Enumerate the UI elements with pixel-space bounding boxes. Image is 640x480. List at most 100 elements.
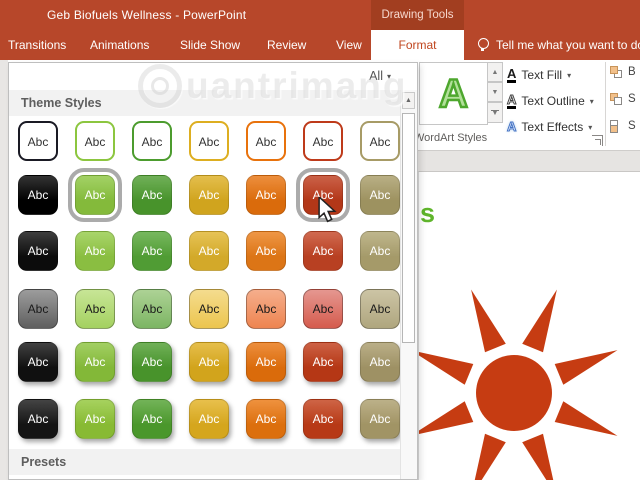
theme-style-swatch[interactable]: Abc	[189, 342, 229, 382]
text-fill-button[interactable]: A Text Fill ▾	[507, 63, 571, 87]
wordart-styles-group-label: WordArt Styles	[414, 132, 488, 144]
gallery-scroll-down-button[interactable]: ▼	[487, 82, 503, 102]
theme-style-swatch[interactable]: Abc	[18, 231, 58, 271]
left-edge	[0, 60, 8, 480]
text-outline-label: Text Outline	[521, 94, 585, 108]
theme-style-swatch[interactable]: Abc	[303, 121, 343, 161]
theme-style-swatch[interactable]: Abc	[246, 342, 286, 382]
selection-pane-button[interactable]: S	[610, 118, 636, 134]
text-fill-icon: A	[507, 65, 517, 83]
theme-style-swatch[interactable]: Abc	[132, 342, 172, 382]
theme-style-swatch[interactable]: Abc	[132, 231, 172, 271]
theme-style-swatch[interactable]: Abc	[360, 289, 400, 329]
theme-style-swatch[interactable]: Abc	[132, 289, 172, 329]
dialog-launcher-icon[interactable]	[592, 135, 603, 146]
text-effects-icon: A	[506, 119, 517, 134]
window-title: Geb Biofuels Wellness - PowerPoint	[47, 8, 247, 22]
more-bar	[491, 109, 499, 111]
theme-style-swatch[interactable]: Abc	[189, 231, 229, 271]
theme-style-swatch[interactable]: Abc	[246, 175, 286, 215]
bring-forward-button[interactable]: B	[610, 64, 636, 80]
theme-style-swatch[interactable]: Abc	[360, 231, 400, 271]
theme-style-swatch[interactable]: Abc	[18, 399, 58, 439]
text-effects-button[interactable]: A Text Effects ▾	[506, 115, 593, 139]
text-effects-label: Text Effects	[521, 120, 584, 134]
chevron-down-icon: ▾	[567, 70, 572, 80]
theme-style-swatch[interactable]: Abc	[18, 289, 58, 329]
text-outline-icon: A	[506, 91, 517, 109]
chevron-down-icon: ▾	[588, 122, 593, 132]
gallery-more-button[interactable]: ▼	[487, 102, 503, 123]
presets-section-header: Presets	[9, 449, 417, 475]
tab-format-active[interactable]: Format	[371, 30, 464, 60]
sun-shape[interactable]	[418, 278, 629, 480]
tell-me-box[interactable]: Tell me what you want to do	[496, 38, 640, 52]
theme-style-swatch[interactable]: Abc	[189, 399, 229, 439]
gallery-filter-dropdown[interactable]: All ▾	[369, 69, 391, 83]
selection-pane-icon	[610, 119, 623, 133]
theme-style-swatch[interactable]: Abc	[246, 399, 286, 439]
gallery-scroll-up-button[interactable]: ▲	[487, 62, 503, 82]
selection-pane-label: S	[628, 120, 636, 132]
theme-style-swatch[interactable]: Abc	[132, 175, 172, 215]
theme-style-swatch[interactable]: Abc	[360, 121, 400, 161]
scrollbar-thumb[interactable]	[402, 113, 415, 343]
title-bar: Geb Biofuels Wellness - PowerPoint Drawi…	[0, 0, 640, 30]
drawing-tools-context-label: Drawing Tools	[371, 0, 464, 30]
mouse-cursor	[318, 197, 337, 223]
theme-style-swatch[interactable]: Abc	[303, 342, 343, 382]
ribbon-tab-bar: Transitions Animations Slide Show Review…	[0, 30, 640, 60]
theme-style-swatch[interactable]: Abc	[68, 168, 122, 222]
slide-title-fragment: s	[420, 198, 436, 228]
theme-style-swatch[interactable]: Abc	[75, 342, 115, 382]
scrollbar-up-arrow[interactable]: ▲	[402, 92, 415, 109]
theme-style-swatch[interactable]: Abc	[360, 342, 400, 382]
lightbulb-icon	[478, 38, 489, 51]
gallery-filter-label: All	[369, 69, 383, 83]
gallery-scrollbar[interactable]: ▲	[400, 90, 417, 479]
theme-style-swatch[interactable]: Abc	[18, 175, 58, 215]
bring-forward-icon	[610, 65, 623, 79]
theme-style-swatch[interactable]: Abc	[75, 289, 115, 329]
theme-style-swatch[interactable]: Abc	[75, 121, 115, 161]
send-backward-button[interactable]: S	[610, 91, 636, 107]
theme-style-swatch[interactable]: Abc	[303, 231, 343, 271]
theme-style-swatch[interactable]: Abc	[189, 289, 229, 329]
theme-style-swatch[interactable]: Abc	[132, 121, 172, 161]
theme-style-swatch[interactable]: Abc	[75, 231, 115, 271]
slide-canvas[interactable]: s	[418, 171, 640, 480]
theme-style-swatch[interactable]: Abc	[18, 121, 58, 161]
text-outline-button[interactable]: A Text Outline ▾	[506, 89, 594, 113]
theme-style-swatch[interactable]: Abc	[189, 121, 229, 161]
theme-style-swatch[interactable]: Abc	[360, 399, 400, 439]
more-arrow: ▼	[491, 110, 499, 118]
theme-style-swatch[interactable]: Abc	[246, 231, 286, 271]
tab-view[interactable]: View	[336, 38, 362, 52]
text-fill-label: Text Fill	[521, 68, 563, 82]
theme-style-swatch[interactable]: Abc	[246, 289, 286, 329]
chevron-down-icon: ▾	[386, 71, 391, 81]
theme-style-swatch[interactable]: Abc	[296, 168, 350, 222]
tab-slide-show[interactable]: Slide Show	[180, 38, 241, 52]
theme-style-swatch[interactable]: Abc	[75, 399, 115, 439]
wordart-quick-style-preview[interactable]: A	[419, 62, 488, 125]
theme-style-swatch[interactable]: Abc	[18, 342, 58, 382]
shape-styles-gallery-panel: All ▾ Theme Styles Abc Abc Abc Abc Abc Abc Abc…	[8, 62, 418, 480]
theme-style-swatch[interactable]: Abc	[246, 121, 286, 161]
theme-style-swatch[interactable]: Abc	[303, 289, 343, 329]
tab-transitions[interactable]: Transitions	[8, 38, 67, 52]
theme-style-swatch[interactable]: Abc	[303, 399, 343, 439]
tab-animations[interactable]: Animations	[90, 38, 150, 52]
theme-style-swatch[interactable]: Abc	[189, 175, 229, 215]
group-separator	[605, 62, 606, 146]
chevron-down-icon: ▾	[589, 96, 594, 106]
theme-style-swatch[interactable]: Abc	[360, 175, 400, 215]
tab-review[interactable]: Review	[267, 38, 307, 52]
wordart-gallery-scroll: ▲ ▼ ▼	[487, 62, 503, 123]
theme-styles-section-header: Theme Styles	[9, 90, 402, 116]
send-backward-label: S	[628, 93, 636, 105]
theme-style-swatch[interactable]: Abc	[132, 399, 172, 439]
bring-forward-label: B	[628, 66, 636, 78]
send-backward-icon	[610, 92, 623, 106]
